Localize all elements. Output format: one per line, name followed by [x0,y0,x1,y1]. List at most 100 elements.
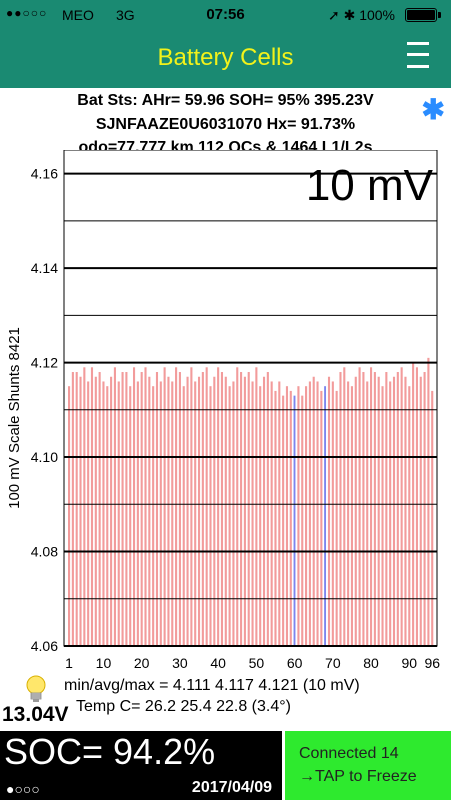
cell-bar [312,376,315,646]
hamburger-menu-icon[interactable] [407,40,429,70]
cell-bar [90,367,94,646]
cell-bar [320,390,323,646]
x-tick-label: 70 [325,655,341,671]
cell-bar [431,390,434,646]
cell-bar [236,367,239,646]
page-indicator[interactable]: ●○○○ [6,781,40,797]
cell-bar [201,372,204,646]
cell-bar [354,376,357,646]
x-tick-label: 20 [134,655,150,671]
cell-bar [366,381,369,646]
lightbulb-icon[interactable] [24,674,48,704]
cell-bar [347,381,350,646]
cell-bar [251,381,254,646]
cell-bar [362,372,365,646]
cell-bar [419,376,422,646]
cell-bar [217,367,220,646]
y-tick-label: 4.12 [31,355,58,371]
cell-bar [358,367,361,646]
date-label: 2017/04/09 [191,779,272,796]
cell-bar [293,395,296,646]
cell-bar [129,386,132,646]
cell-bar [259,386,262,646]
cell-bar [324,386,327,646]
cell-bar [125,372,128,646]
cell-bar [343,367,346,646]
cell-bar [102,381,105,646]
cell-bar [282,395,285,646]
cell-bar [71,372,74,646]
cell-bar [132,367,136,646]
cell-bar [373,372,376,646]
connect-freeze-button[interactable]: Connected 14 →TAP to Freeze [285,731,451,800]
cell-bar [427,357,430,646]
cell-bar [285,386,289,646]
cell-bar [140,372,143,646]
cell-bar [83,367,86,646]
cell-bar [79,376,82,646]
tap-to-freeze-label: →TAP to Freeze [299,768,417,785]
y-tick-label: 4.08 [31,544,58,560]
cell-bar [232,381,235,646]
y-tick-label: 4.14 [31,260,58,276]
y-axis-label: 100 mV Scale Shunts 8421 [6,327,23,509]
x-tick-label: 80 [363,655,379,671]
cell-bar [110,376,113,646]
cell-bar [408,386,411,646]
battery-status-line: Bat Sts: AHr= 59.96 SOH= 95% 395.23V [77,92,374,109]
cell-bar [289,390,292,646]
cell-bar [224,376,227,646]
cell-bar [220,372,224,646]
cell-bar [262,376,266,646]
cell-bar [327,376,331,646]
bluetooth-icon[interactable]: ✱ [421,94,445,125]
aux-battery-voltage: 13.04V [2,703,69,726]
cell-bar [301,395,304,646]
cell-bar [167,376,170,646]
status-right-icons: ➚ ✱ 100% [327,7,395,23]
clock: 07:56 [206,6,245,23]
cell-bar [182,386,185,646]
x-tick-label: 50 [249,655,265,671]
cell-bar [209,386,212,646]
x-tick-label: 96 [424,655,440,671]
cell-bar [175,367,178,646]
cell-bar [205,367,208,646]
cell-bar [377,376,380,646]
cell-bar [243,376,246,646]
cell-bar [331,381,334,646]
chart-canvas: 4.16 4.14 4.12 4.10 4.08 4.06 1 10 20 30 40 50 60 70 8… [6,150,440,671]
cell-bar [396,372,399,646]
cell-bar [194,381,197,646]
cell-bar [389,381,392,646]
cell-bar [274,390,277,646]
network-type: 3G [116,7,135,23]
temperature-readout: Temp C= 26.2 25.4 22.8 (3.4°) [76,698,291,715]
scale-label: 10 mV [306,161,434,210]
x-tick-label: 90 [402,655,418,671]
cell-bar [370,367,373,646]
cell-bar [155,372,159,646]
cell-bar [106,386,109,646]
x-tick-label: 10 [96,655,112,671]
cell-voltage-chart[interactable]: 4.16 4.14 4.12 4.10 4.08 4.06 1 10 20 30 40 50 60 70 8… [0,150,451,690]
battery-full-icon [405,8,441,22]
cell-bar [266,372,269,646]
cell-bar [171,381,174,646]
status-bar: ●●○○○ MEO 3G 07:56 ➚ ✱ 100% [0,0,451,28]
state-of-charge: SOC= 94.2% [4,731,216,772]
soc-panel: SOC= 94.2% ●○○○ 2017/04/09 [0,731,282,800]
carrier-name: MEO [62,7,94,23]
cell-bar [278,381,281,646]
cell-bar [415,367,418,646]
y-tick-label: 4.06 [31,638,58,654]
cell-bar [213,376,216,646]
x-tick-label: 1 [65,655,73,671]
cell-bar [335,390,338,646]
cell-bar [270,381,273,646]
cell-bar [350,386,353,646]
vin-health-line: SJNFAAZE0U6031070 Hx= 91.73% [95,116,356,133]
cell-bar [316,381,319,646]
x-tick-label: 40 [210,655,226,671]
cell-bar [159,381,162,646]
